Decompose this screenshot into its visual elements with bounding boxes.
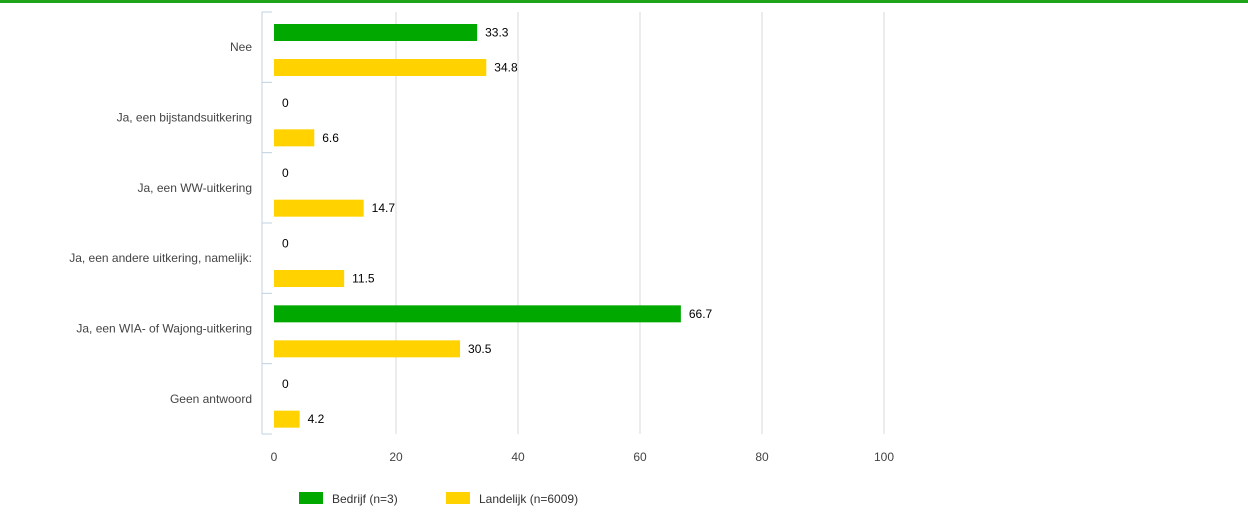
data-label: 0 — [282, 96, 289, 110]
data-label: 4.2 — [308, 412, 325, 426]
data-label: 30.5 — [468, 342, 492, 356]
bar — [274, 59, 487, 76]
legend-label: Landelijk (n=6009) — [479, 492, 578, 506]
legend-swatch — [299, 492, 323, 504]
data-label: 34.8 — [494, 61, 518, 75]
data-label: 14.7 — [372, 201, 396, 215]
category-label: Ja, een bijstandsuitkering — [117, 111, 252, 125]
category-label: Ja, een WIA- of Wajong-uitkering — [76, 322, 252, 336]
category-label: Ja, een WW-uitkering — [138, 181, 253, 195]
top-accent-line — [0, 0, 1248, 3]
x-tick-label: 60 — [633, 450, 647, 464]
x-tick-label: 20 — [389, 450, 403, 464]
category-label: Geen antwoord — [170, 392, 252, 406]
data-label: 0 — [282, 377, 289, 391]
data-label: 66.7 — [689, 307, 713, 321]
data-label: 33.3 — [485, 26, 509, 40]
bar — [274, 270, 345, 287]
category-label: Ja, een andere uitkering, namelijk: — [69, 251, 252, 265]
bar — [274, 410, 300, 428]
legend-label: Bedrijf (n=3) — [332, 492, 398, 506]
data-label: 11.5 — [352, 272, 375, 286]
bar — [274, 129, 315, 147]
x-tick-label: 80 — [755, 450, 769, 464]
bar — [274, 305, 681, 323]
legend-swatch — [446, 492, 470, 504]
data-label: 0 — [282, 166, 289, 180]
data-label: 0 — [282, 237, 289, 251]
category-label: Nee — [230, 40, 252, 54]
bar — [274, 24, 478, 41]
x-tick-label: 40 — [511, 450, 525, 464]
bar — [274, 340, 461, 358]
x-tick-label: 0 — [271, 450, 278, 464]
x-tick-label: 100 — [874, 450, 894, 464]
bar — [274, 199, 364, 217]
data-label: 6.6 — [322, 131, 339, 145]
